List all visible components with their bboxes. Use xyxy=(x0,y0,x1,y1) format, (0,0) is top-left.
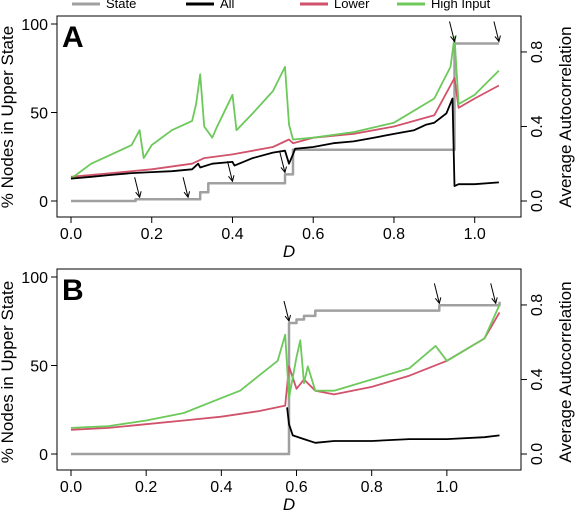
arrow-shaft xyxy=(490,283,497,304)
y-axis-left-title: % Nodes in Upper State xyxy=(0,26,17,208)
arrow-head xyxy=(494,35,501,43)
arrow-head xyxy=(135,191,142,199)
x-tick-label: 0.2 xyxy=(135,479,157,496)
arrow-head xyxy=(491,297,498,305)
panel-a: A D % Nodes in Upper State Average Autoc… xyxy=(0,15,575,261)
panel-b: B D % Nodes in Upper State Average Autoc… xyxy=(0,268,575,514)
x-tick-label: 0.6 xyxy=(285,479,307,496)
arrow-group xyxy=(134,21,501,199)
y-right-tick-label: 0.8 xyxy=(529,41,546,63)
series-line-high-input xyxy=(70,36,500,180)
y-right-tick-label: 0.4 xyxy=(529,115,546,137)
x-tick-label: 0.2 xyxy=(141,226,163,243)
legend-label-all: All xyxy=(220,0,235,11)
y-right-tick-label: 0.0 xyxy=(529,443,546,465)
x-tick-label: 0.8 xyxy=(361,479,383,496)
arrow-shaft xyxy=(226,161,233,182)
plot-frame xyxy=(56,15,522,218)
arrow-head xyxy=(450,35,457,43)
x-tick-label: 1.0 xyxy=(436,479,458,496)
arrow-head xyxy=(434,297,442,305)
y-right-tick-label: 0.4 xyxy=(529,368,546,390)
arrow-head xyxy=(284,314,291,323)
series-group xyxy=(70,301,501,456)
y-axis-right-title: Average Autocorrelation xyxy=(556,26,575,207)
series-line-high-input xyxy=(70,304,501,429)
plot-frame xyxy=(56,268,522,471)
series-group xyxy=(70,36,500,203)
x-tick-label: 0.6 xyxy=(302,226,324,243)
x-tick-label: 0.0 xyxy=(60,479,82,496)
legend: State All Lower High Input xyxy=(72,0,491,11)
tick-group: 0.0 0.2 0.4 0.6 0.8 1.0 0 50 100 0.0 0.4 0.8 xyxy=(21,17,546,243)
series-line-lower xyxy=(70,77,500,178)
y-left-tick-label: 100 xyxy=(21,17,48,34)
arrow-shaft xyxy=(279,152,286,173)
y-right-tick-label: 0.8 xyxy=(529,294,546,316)
panel-label: A xyxy=(62,21,84,54)
y-left-tick-label: 100 xyxy=(21,270,48,287)
y-right-tick-label: 0.0 xyxy=(529,190,546,212)
x-tick-label: 0.4 xyxy=(210,479,232,496)
arrow-shaft xyxy=(134,177,141,198)
series-line-state xyxy=(71,301,501,456)
arrow-head xyxy=(228,175,235,183)
panel-label: B xyxy=(62,274,84,307)
arrow-shaft xyxy=(283,300,290,322)
tick-group: 0.0 0.2 0.4 0.6 0.8 1.0 0 50 100 0.0 0.4 0.8 xyxy=(21,270,546,496)
arrow-shaft xyxy=(493,21,500,42)
arrow-shaft xyxy=(182,177,189,198)
y-left-tick-label: 50 xyxy=(30,106,48,123)
x-tick-label: 0.4 xyxy=(221,226,243,243)
legend-label-high-input: High Input xyxy=(431,0,491,11)
series-line-lower xyxy=(70,311,501,431)
x-axis-title: D xyxy=(283,242,295,261)
series-line-state xyxy=(71,42,499,203)
series-line-all xyxy=(70,97,499,187)
arrow-head xyxy=(280,166,287,174)
arrow-head xyxy=(183,191,191,199)
y-axis-right-title: Average Autocorrelation xyxy=(556,281,575,462)
legend-label-lower: Lower xyxy=(334,0,370,11)
arrow-shaft xyxy=(433,283,440,304)
x-tick-label: 0.8 xyxy=(383,226,405,243)
y-left-tick-label: 50 xyxy=(30,359,48,376)
y-left-tick-label: 0 xyxy=(39,194,48,211)
arrow-group xyxy=(283,283,498,323)
x-tick-label: 0.0 xyxy=(60,226,82,243)
y-left-tick-label: 0 xyxy=(39,447,48,464)
y-axis-left-title: % Nodes in Upper State xyxy=(0,281,17,463)
series-line-all xyxy=(286,407,500,444)
x-axis-title: D xyxy=(283,495,295,514)
arrow-shaft xyxy=(449,21,456,42)
legend-label-state: State xyxy=(106,0,136,11)
x-tick-label: 1.0 xyxy=(464,226,486,243)
